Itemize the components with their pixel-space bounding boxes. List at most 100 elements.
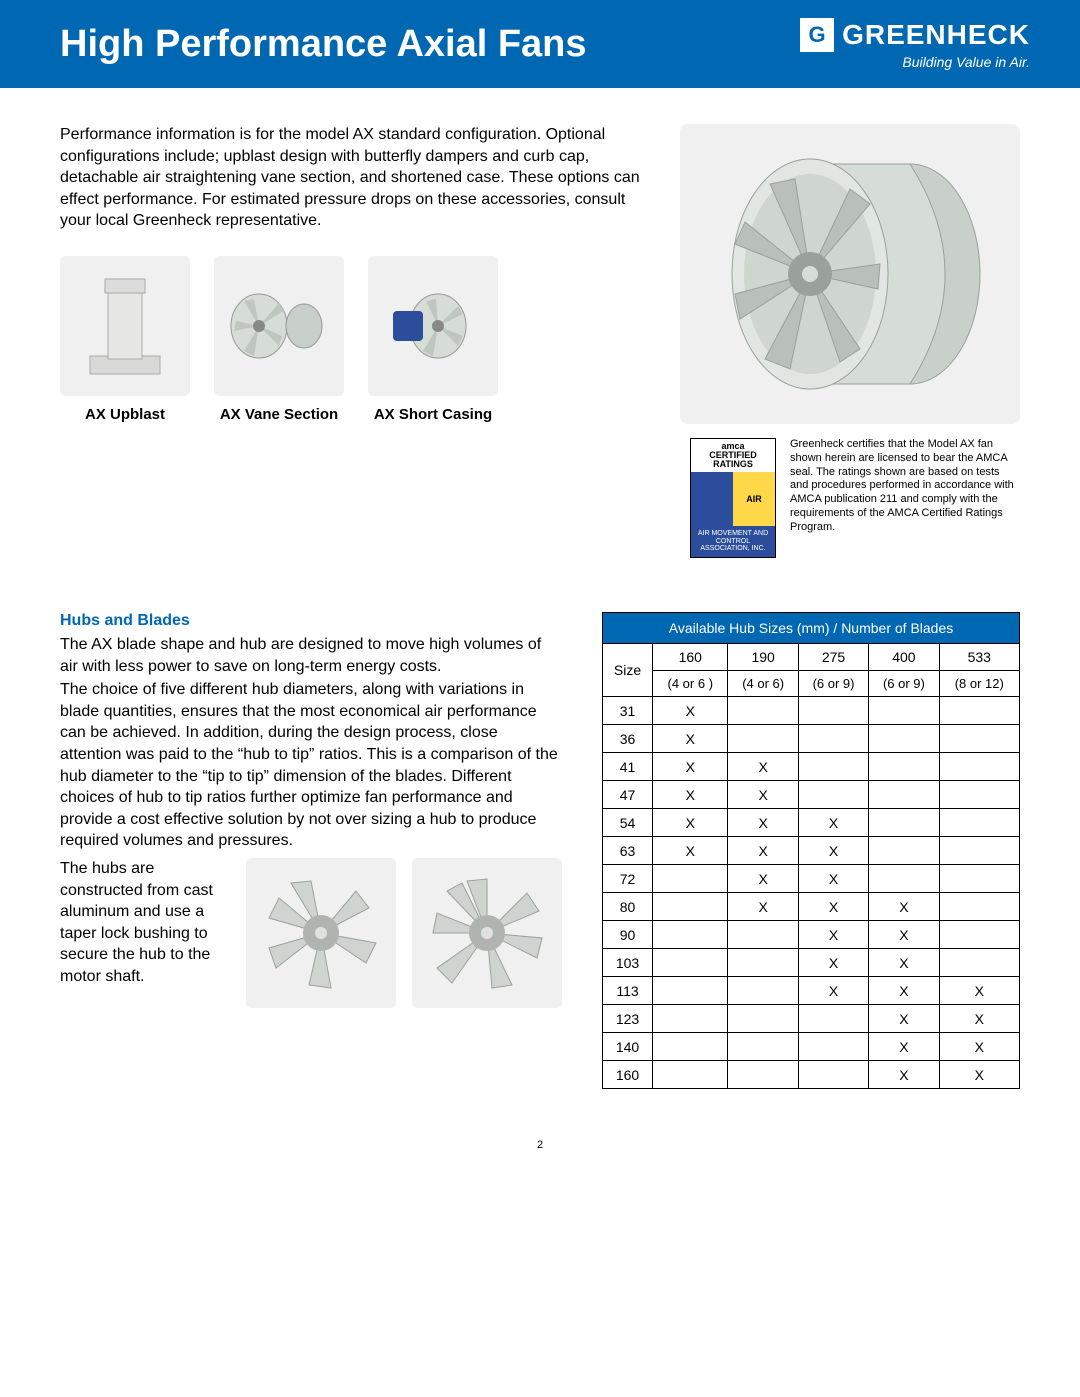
table-cell [728,725,798,753]
table-cell: X [653,809,728,837]
table-cell [653,949,728,977]
table-cell: X [653,837,728,865]
table-hub-size: 190 [728,644,798,671]
table-cell [939,697,1019,725]
table-cell [653,865,728,893]
table-cell [798,753,868,781]
table-row-size: 72 [603,865,653,893]
table-cell [653,1061,728,1089]
amca-mid: AIR [746,494,762,504]
table-cell: X [798,837,868,865]
amca-bottom: AIR MOVEMENT AND CONTROL ASSOCIATION, IN… [691,526,775,557]
table-row: 41XX [603,753,1020,781]
table-row-size: 63 [603,837,653,865]
table-row: 160 XX [603,1061,1020,1089]
table-cell [939,921,1019,949]
table-cell: X [798,921,868,949]
table-row: 113XXX [603,977,1020,1005]
ax-upblast-image [60,256,190,396]
table-hub-size: 533 [939,644,1019,671]
brand-name: GREENHECK [842,19,1030,51]
table-cell: X [869,949,939,977]
table-cell [939,725,1019,753]
table-row-size: 103 [603,949,653,977]
table-cell [653,977,728,1005]
table-cell: X [653,725,728,753]
table-cell: X [939,1033,1019,1061]
table-blade-count: (8 or 12) [939,671,1019,697]
table-row-size: 113 [603,977,653,1005]
table-cell: X [653,697,728,725]
config-item: AX Vane Section [214,256,344,423]
hub-sizes-table: Available Hub Sizes (mm) / Number of Bla… [602,612,1020,1089]
table-cell: X [798,949,868,977]
table-cell: X [653,781,728,809]
table-row: 103 XX [603,949,1020,977]
table-row: 31X [603,697,1020,725]
table-blade-count: (4 or 6) [728,671,798,697]
table-cell: X [869,1033,939,1061]
table-cell [798,1033,868,1061]
table-cell: X [939,1061,1019,1089]
table-row: 47XX [603,781,1020,809]
table-row: 72XX [603,865,1020,893]
table-cell: X [869,977,939,1005]
hub-image-2 [412,858,562,1008]
ax-vane-section-image [214,256,344,396]
brand-tagline: Building Value in Air. [902,54,1030,70]
table-cell: X [728,753,798,781]
table-cell [939,893,1019,921]
table-title: Available Hub Sizes (mm) / Number of Bla… [603,613,1020,644]
table-cell [728,1033,798,1061]
table-cell: X [869,893,939,921]
intro-paragraph: Performance information is for the model… [60,124,660,232]
table-cell [869,753,939,781]
table-cell: X [728,893,798,921]
table-cell [798,1061,868,1089]
table-cell: X [939,977,1019,1005]
table-cell [869,865,939,893]
brand-logo: G GREENHECK Building Value in Air. [800,18,1030,70]
table-cell [728,697,798,725]
config-item: AX Short Casing [368,256,498,423]
table-cell: X [939,1005,1019,1033]
table-hub-size: 275 [798,644,868,671]
table-cell [939,837,1019,865]
table-row-size: 123 [603,1005,653,1033]
table-row: 54XXX [603,809,1020,837]
table-blade-count: (4 or 6 ) [653,671,728,697]
certification-row: amca CERTIFIED RATINGS AIR AIR MOVEMENT … [680,438,1020,558]
logo-mark-icon: G [800,18,834,52]
table-cell [653,921,728,949]
table-cell: X [869,1061,939,1089]
ax-fan-hero-image [680,124,1020,424]
table-cell: X [798,893,868,921]
table-row-size: 54 [603,809,653,837]
page-title: High Performance Axial Fans [60,23,587,66]
table-cell [939,949,1019,977]
table-cell [939,781,1019,809]
table-row: 63XXX [603,837,1020,865]
table-size-label: Size [603,644,653,697]
table-row-size: 47 [603,781,653,809]
table-cell [798,725,868,753]
table-row-size: 41 [603,753,653,781]
amca-line: RATINGS [693,460,773,469]
table-cell [798,1005,868,1033]
table-cell [798,697,868,725]
table-row: 140XX [603,1033,1020,1061]
config-options-row: AX Upblast [60,256,660,423]
table-row: 123XX [603,1005,1020,1033]
hubs-paragraph-2: The choice of five different hub diamete… [60,679,562,852]
table-row: 80XXX [603,893,1020,921]
table-cell: X [728,781,798,809]
ax-short-casing-image [368,256,498,396]
table-hub-size: 160 [653,644,728,671]
table-row-size: 160 [603,1061,653,1089]
table-row: 36X [603,725,1020,753]
table-hub-size: 400 [869,644,939,671]
hub-image-1 [246,858,396,1008]
table-cell [869,781,939,809]
hubs-paragraph-3: The hubs are constructed from cast alumi… [60,858,230,988]
table-blade-count: (6 or 9) [798,671,868,697]
